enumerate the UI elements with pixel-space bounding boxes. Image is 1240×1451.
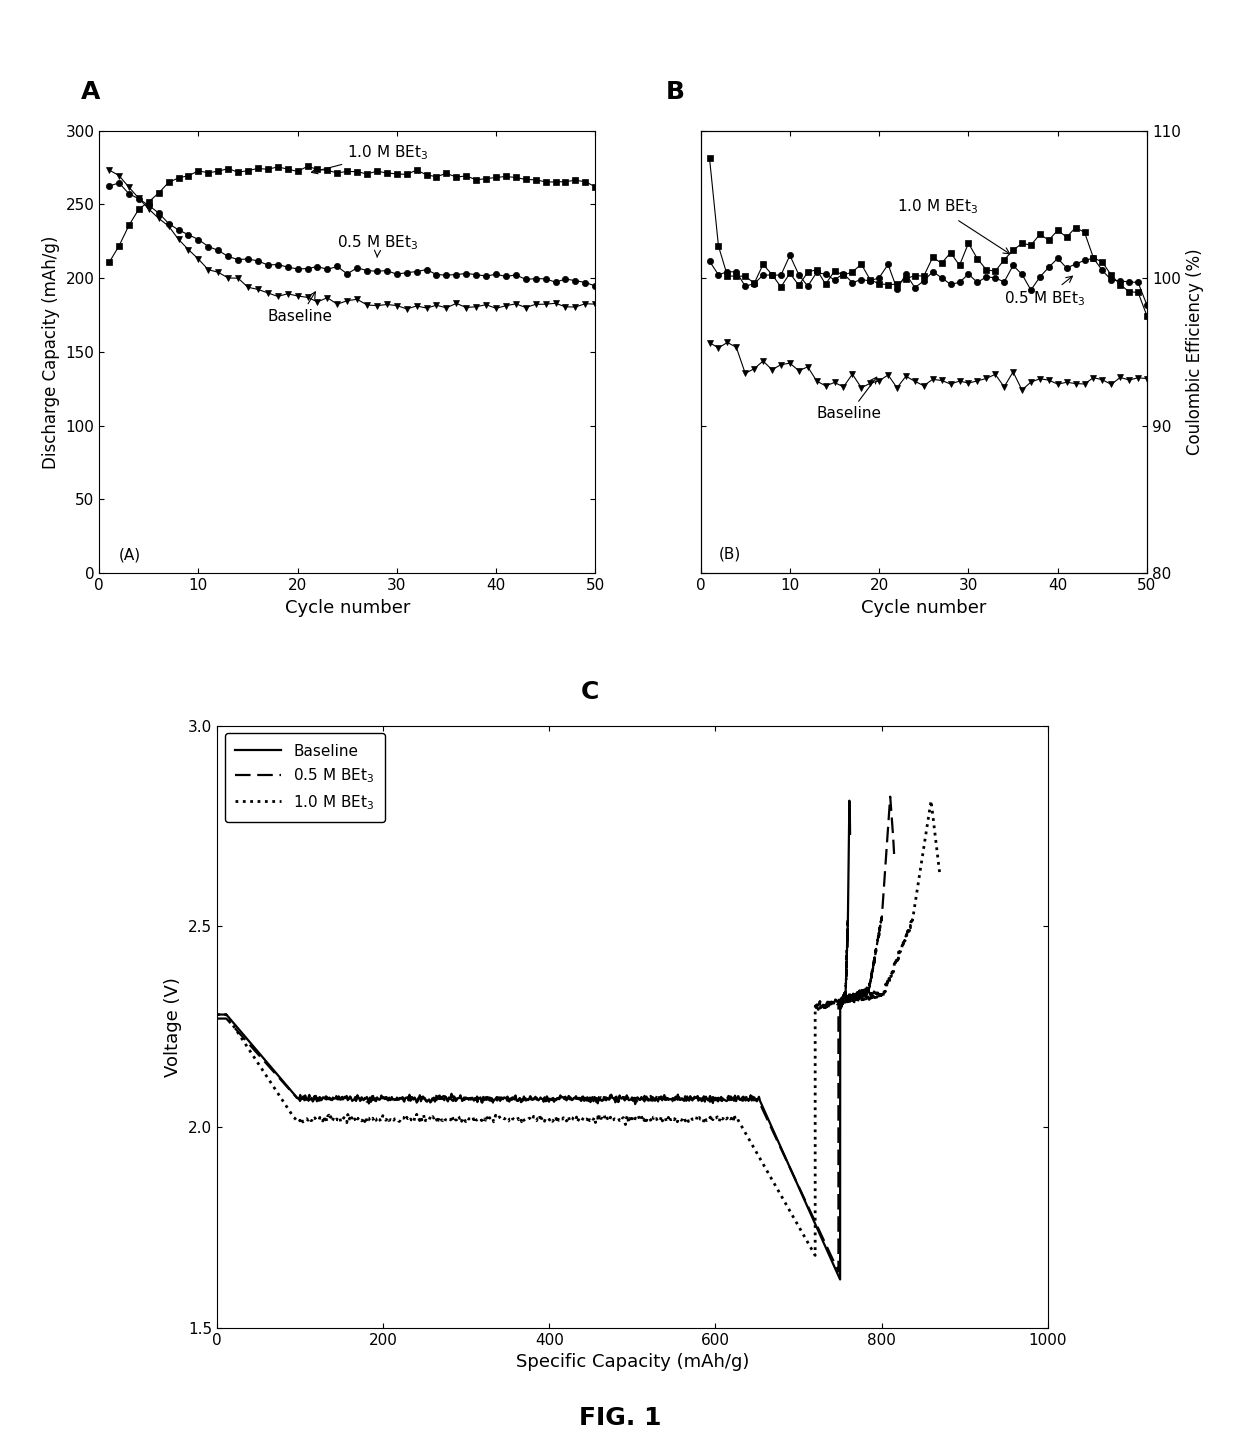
- Text: (B): (B): [718, 547, 740, 562]
- Text: 0.5 M BEt$_3$: 0.5 M BEt$_3$: [337, 234, 418, 257]
- Baseline: [843, 826, 858, 843]
- Text: (A): (A): [119, 548, 141, 563]
- Text: C: C: [580, 681, 599, 704]
- Baseline: [683, 1087, 698, 1104]
- 1.0 M BEt$_3$: [807, 1246, 822, 1264]
- Text: Baseline: Baseline: [268, 292, 332, 324]
- Y-axis label: Discharge Capacity (mAh/g): Discharge Capacity (mAh/g): [42, 235, 60, 469]
- Text: B: B: [666, 80, 684, 103]
- 1.0 M BEt$_3$: [294, 1109, 309, 1126]
- 1.0 M BEt$_3$: [210, 1006, 224, 1023]
- X-axis label: Specific Capacity (mAh/g): Specific Capacity (mAh/g): [516, 1354, 749, 1371]
- Text: FIG. 1: FIG. 1: [579, 1406, 661, 1429]
- Legend: Baseline, 0.5 M BEt$_3$, 1.0 M BEt$_3$: Baseline, 0.5 M BEt$_3$, 1.0 M BEt$_3$: [224, 733, 386, 823]
- 1.0 M BEt$_3$: [263, 1072, 278, 1090]
- Line: 1.0 M BEt$_3$: 1.0 M BEt$_3$: [217, 801, 940, 1255]
- Text: 1.0 M BEt$_3$: 1.0 M BEt$_3$: [311, 144, 428, 174]
- Text: A: A: [81, 80, 100, 103]
- Text: 1.0 M BEt$_3$: 1.0 M BEt$_3$: [897, 197, 1009, 254]
- Y-axis label: Voltage (V): Voltage (V): [165, 977, 182, 1077]
- 0.5 M BEt$_3$: [682, 1091, 697, 1109]
- Baseline: [264, 1059, 279, 1077]
- X-axis label: Cycle number: Cycle number: [284, 599, 410, 617]
- Baseline: [842, 792, 857, 810]
- 0.5 M BEt$_3$: [887, 846, 901, 863]
- Text: 0.5 M BEt$_3$: 0.5 M BEt$_3$: [1004, 276, 1085, 308]
- 1.0 M BEt$_3$: [487, 1110, 502, 1127]
- 1.0 M BEt$_3$: [921, 804, 936, 821]
- 0.5 M BEt$_3$: [831, 1262, 846, 1280]
- Line: 0.5 M BEt$_3$: 0.5 M BEt$_3$: [217, 797, 894, 1271]
- Baseline: [842, 804, 857, 821]
- Baseline: [210, 1006, 224, 1023]
- 0.5 M BEt$_3$: [858, 981, 873, 998]
- X-axis label: Cycle number: Cycle number: [861, 599, 987, 617]
- Line: Baseline: Baseline: [217, 801, 851, 1280]
- 1.0 M BEt$_3$: [869, 988, 884, 1006]
- Baseline: [296, 1091, 311, 1109]
- Y-axis label: Coulombic Efficiency (%): Coulombic Efficiency (%): [1187, 248, 1204, 456]
- 1.0 M BEt$_3$: [924, 792, 939, 810]
- Baseline: [837, 985, 852, 1003]
- 0.5 M BEt$_3$: [882, 800, 897, 817]
- Text: Baseline: Baseline: [817, 377, 882, 421]
- 0.5 M BEt$_3$: [264, 1061, 279, 1078]
- 0.5 M BEt$_3$: [883, 788, 898, 805]
- 0.5 M BEt$_3$: [498, 1088, 513, 1106]
- 0.5 M BEt$_3$: [296, 1091, 311, 1109]
- Baseline: [498, 1090, 513, 1107]
- 1.0 M BEt$_3$: [932, 865, 947, 882]
- 0.5 M BEt$_3$: [210, 1010, 224, 1027]
- 1.0 M BEt$_3$: [663, 1111, 678, 1129]
- Baseline: [833, 1271, 848, 1288]
